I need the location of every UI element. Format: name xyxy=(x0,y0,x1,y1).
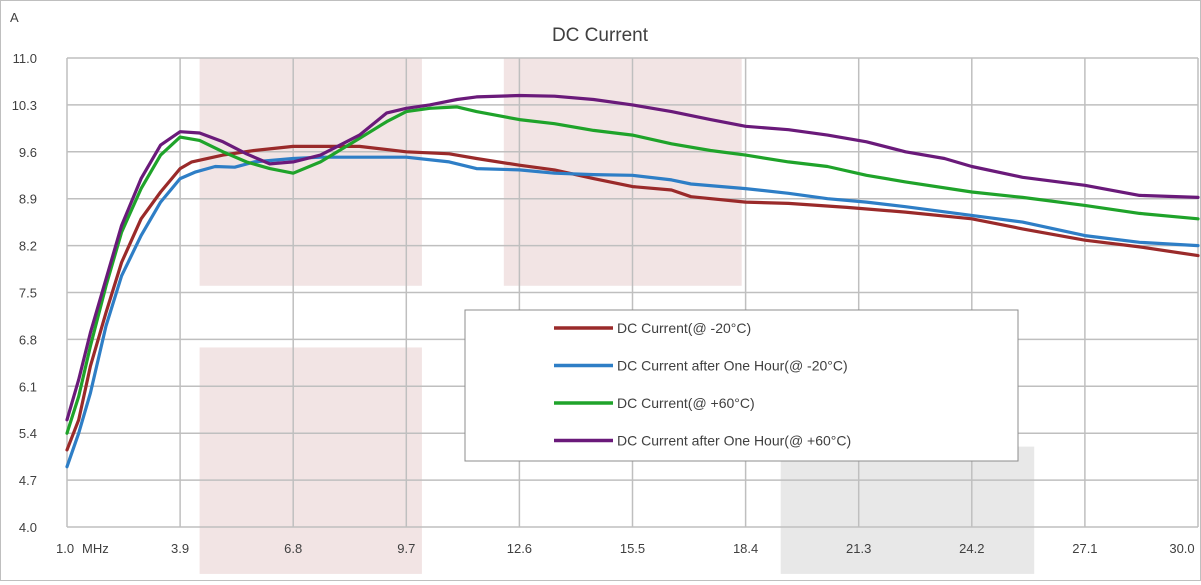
y-tick-label: 5.4 xyxy=(19,426,37,441)
shaded-band-1 xyxy=(199,58,422,286)
x-tick-label: 12.6 xyxy=(507,541,532,556)
y-tick-label: 8.9 xyxy=(19,192,37,207)
x-tick-label: 15.5 xyxy=(620,541,645,556)
y-tick-label: 4.7 xyxy=(19,473,37,488)
legend: DC Current(@ -20°C) DC Current after One … xyxy=(464,309,1019,462)
y-tick-label: 7.5 xyxy=(19,286,37,301)
chart-title: DC Current xyxy=(552,25,649,46)
series-lines xyxy=(65,93,1200,469)
x-tick-label: 30.0 xyxy=(1169,541,1194,556)
x-tick-label: 18.4 xyxy=(733,541,758,556)
x-tick-label: 21.3 xyxy=(846,541,871,556)
y-tick-label: 9.6 xyxy=(19,145,37,160)
shaded-band-4 xyxy=(780,446,1035,574)
y-tick-label: 10.3 xyxy=(12,98,37,113)
y-tick-labels: 4.0 4.7 5.4 6.1 6.8 7.5 8.2 8.9 9.6 10.3 11.0 xyxy=(12,51,37,535)
y-tick-label: 4.0 xyxy=(19,520,37,535)
x-tick-label: 9.7 xyxy=(397,541,415,556)
shaded-band-3 xyxy=(199,347,422,574)
shaded-bands xyxy=(199,58,1035,574)
y-tick-label: 6.1 xyxy=(19,379,37,394)
legend-label-4: DC Current after One Hour(@ +60°C) xyxy=(617,433,851,449)
y-axis-unit-label: A xyxy=(10,10,19,25)
legend-label-2: DC Current after One Hour(@ -20°C) xyxy=(617,358,848,374)
legend-label-3: DC Current(@ +60°C) xyxy=(617,395,755,411)
x-tick-label: 6.8 xyxy=(284,541,302,556)
series-line-3 xyxy=(65,105,1200,435)
legend-box xyxy=(464,309,1019,462)
x-unit-label: MHz xyxy=(82,541,109,556)
series-line-2 xyxy=(65,155,1200,469)
y-tick-label: 6.8 xyxy=(19,332,37,347)
x-tick-labels: 1.0 MHz 3.9 6.8 9.7 12.6 15.5 18.4 21.3 24.2 27.1 3… xyxy=(56,541,1195,556)
x-tick-label: 1.0 xyxy=(56,541,74,556)
x-tick-label: 27.1 xyxy=(1072,541,1097,556)
x-tick-label: 3.9 xyxy=(171,541,189,556)
y-tick-label: 8.2 xyxy=(19,239,37,254)
series-line-1 xyxy=(65,144,1200,452)
series-line-4 xyxy=(65,93,1200,422)
legend-label-1: DC Current(@ -20°C) xyxy=(617,320,751,336)
y-tick-label: 11.0 xyxy=(13,51,37,66)
x-tick-label: 24.2 xyxy=(959,541,984,556)
